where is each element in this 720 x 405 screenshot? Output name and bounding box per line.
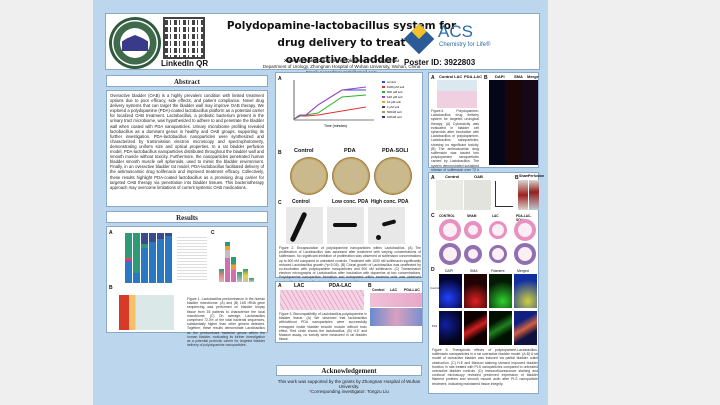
abstract-text: Overactive bladder (OAB) is a highly pre…	[106, 90, 268, 207]
spheroid-images	[437, 80, 477, 108]
university-logo	[109, 17, 161, 69]
genus-bar-chart	[219, 237, 259, 282]
sma-control	[464, 274, 487, 308]
poster-header: LinkedIn QR Polydopamine-lactobacillus s…	[105, 13, 540, 75]
acs-diamond-icon	[403, 23, 435, 55]
svg-text:1000 μM soli: 1000 μM soli	[387, 85, 404, 89]
sham-photo	[518, 180, 528, 210]
svg-text:100 μM soli: 100 μM soli	[387, 95, 403, 99]
merged-pls	[514, 311, 537, 345]
svg-text:control: control	[387, 80, 396, 84]
results-heading: Results	[106, 211, 268, 223]
acknowledgement-text: This work was supported by the grants by…	[277, 379, 421, 394]
qr-code[interactable]	[163, 17, 205, 59]
masson-section	[489, 245, 507, 263]
svg-text:500 μM soli: 500 μM soli	[387, 90, 403, 94]
he-section	[489, 221, 507, 239]
figure-2: A Time (minutes) control 1000 μM soli 50…	[275, 72, 423, 284]
svg-text:10 μM soli: 10 μM soli	[387, 100, 401, 104]
scatter-plot	[495, 181, 513, 207]
stacked-bar-chart	[125, 233, 175, 283]
svg-text:500nM soli: 500nM soli	[387, 110, 402, 114]
culture-plate	[332, 157, 370, 195]
figure-5: A Control OAB B Sham Perfusion C CONTROL…	[428, 172, 544, 394]
figure-2-caption: Figure 2. Encapsulation of polydopamine …	[279, 246, 421, 284]
he-section	[514, 219, 536, 241]
figure-4: A Control LAC PDA-LAC Figure.4 Polydopam…	[428, 72, 539, 193]
sma-pls	[464, 311, 487, 345]
od600-line-chart: Time (minutes) control 1000 μM soli 500 …	[293, 80, 404, 128]
svg-text:100nM soli: 100nM soli	[387, 115, 402, 119]
control-bladder-image	[436, 180, 463, 210]
figure-3: A LAC PDA-LAC B Control LAC PDA-LAC Figu…	[275, 281, 423, 343]
perfusion-photo	[529, 180, 539, 210]
tem-image	[368, 207, 405, 244]
figure-5-caption: Figure 5. Therapeutic effects of polydop…	[432, 348, 538, 386]
culture-plate	[290, 157, 328, 195]
he-stain-row	[370, 293, 422, 307]
figure-1-caption: Figure 1. Lactobacillus predominance in …	[187, 297, 265, 348]
abstract-heading: Abstract	[106, 75, 268, 87]
poster-id: Poster ID: 3922803	[404, 58, 476, 67]
tem-image	[286, 207, 323, 244]
merged-control	[514, 274, 537, 308]
masson-section	[464, 245, 482, 263]
masson-section	[439, 243, 461, 265]
tem-image	[327, 207, 364, 244]
culture-plate	[374, 157, 412, 195]
dapi-control	[439, 274, 462, 308]
acknowledgement-heading: Acknowledgement	[276, 365, 422, 376]
fluorescence-grid	[489, 80, 538, 165]
figure-1: A C B Figure 1. Lactobacillus predominan…	[106, 226, 268, 347]
heatmap	[119, 295, 174, 330]
masson-stain-row	[370, 308, 422, 326]
figure-3-caption: Figure 3. Biocompatibility of Lactobacil…	[279, 312, 368, 342]
filament-pls	[489, 311, 512, 345]
chart-legend	[177, 235, 207, 280]
acs-logo: ACS Chemistry for Life®	[403, 22, 524, 60]
affiliation: Department of Urology, Zhongnan Hospital…	[262, 64, 421, 69]
oab-bladder-image	[464, 180, 491, 210]
poster-title: Polydopamine-lactobacillus system for dr…	[226, 20, 457, 66]
svg-text:1 μM soli: 1 μM soli	[387, 105, 399, 109]
filament-control	[489, 274, 512, 308]
authors: Xiaolong Wang, Zijian Wang, Qingfeng Yu,…	[284, 58, 399, 63]
masson-section	[514, 243, 536, 265]
qr-label: LinkedIn QR	[161, 59, 209, 68]
dapi-pls	[439, 311, 462, 345]
he-section	[439, 219, 461, 241]
svg-text:Time (minutes): Time (minutes)	[324, 124, 347, 128]
histology-image	[280, 290, 364, 310]
he-section	[464, 221, 482, 239]
